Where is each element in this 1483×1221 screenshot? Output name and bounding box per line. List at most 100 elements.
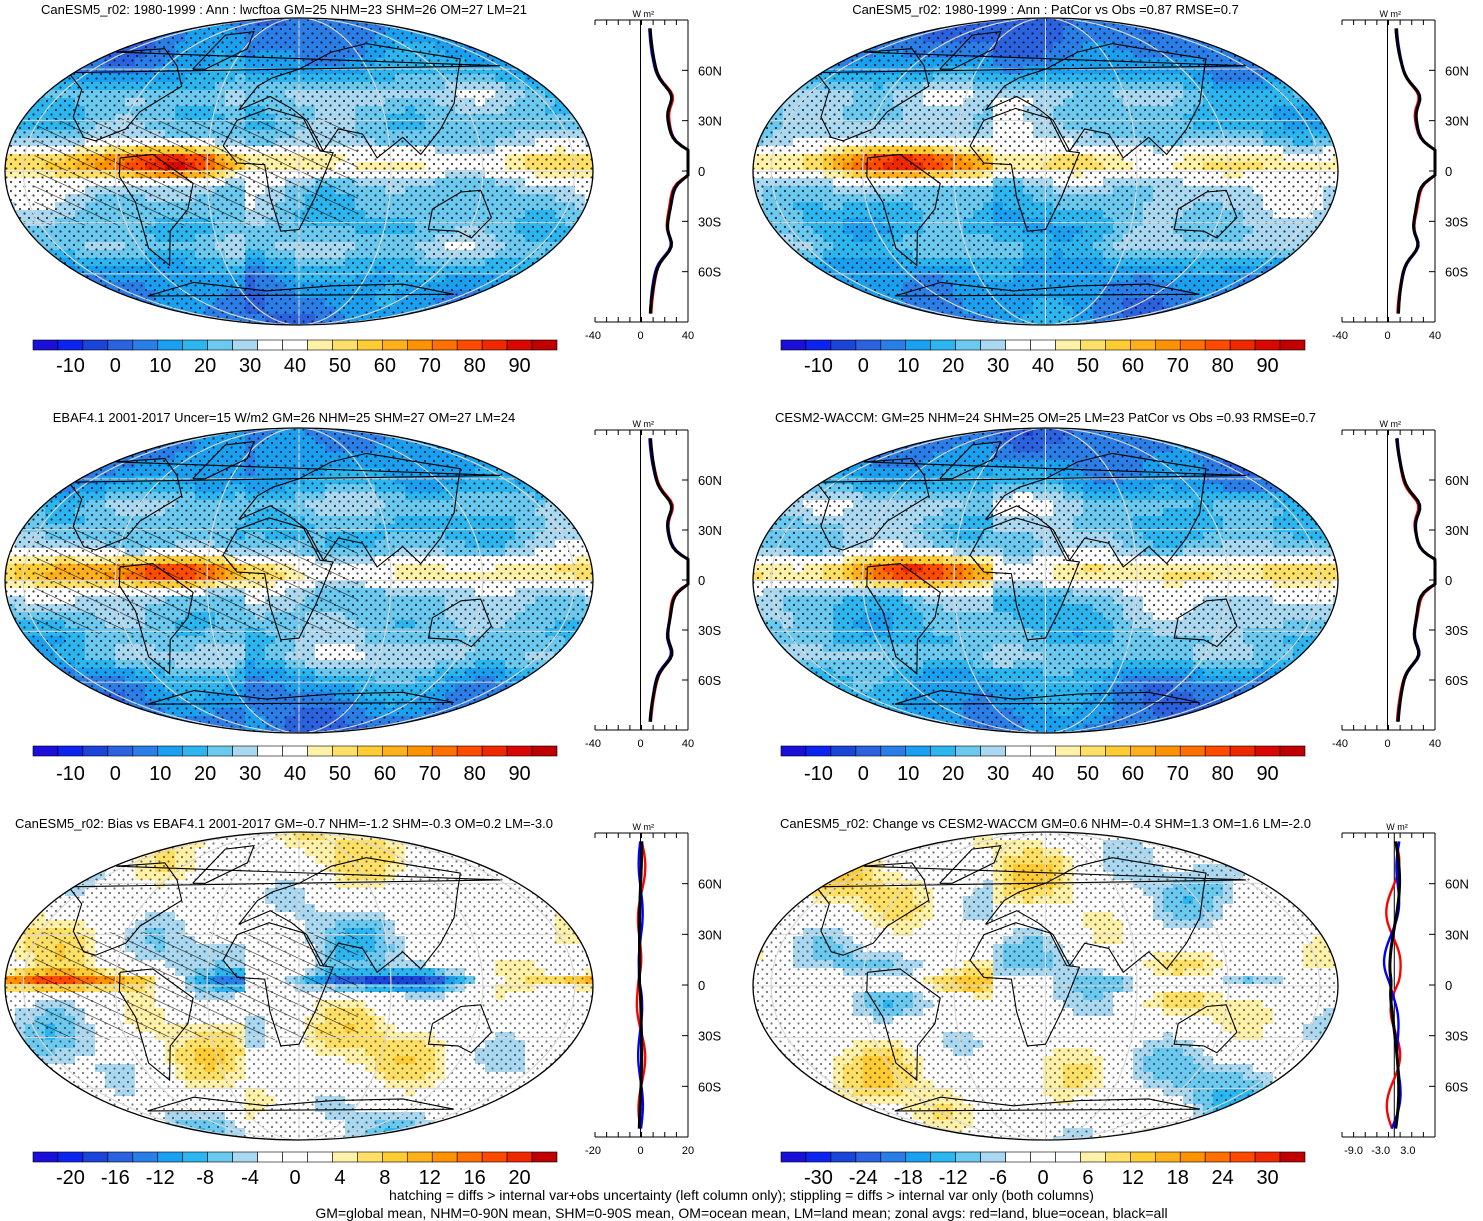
map-cell (55, 306, 66, 315)
map-cell (495, 314, 506, 323)
map-cell (565, 298, 576, 307)
map-cell (1323, 306, 1334, 315)
map-cell (1303, 18, 1314, 27)
map-cell (813, 298, 824, 307)
colorbar-swatch (307, 339, 333, 351)
map-cell (803, 266, 814, 275)
map-cell (753, 298, 764, 307)
map-cell (525, 436, 536, 445)
map-cell (585, 314, 593, 323)
map-cell (505, 314, 516, 323)
map-cell (783, 274, 794, 283)
map-cell (135, 314, 146, 323)
map-cell (565, 306, 576, 315)
map-cell (1293, 66, 1304, 75)
map-cell (1293, 266, 1304, 275)
map-cell (585, 98, 593, 107)
map-cell (823, 18, 834, 27)
map-cell (773, 90, 784, 99)
map-cell (495, 306, 506, 315)
map-cell (25, 428, 36, 437)
map-cell (903, 322, 914, 325)
map-cell (545, 34, 556, 43)
map-cell (1283, 50, 1294, 59)
map-cell (1313, 314, 1324, 323)
map-cell (1213, 34, 1224, 43)
map-border (4, 17, 594, 326)
map-cell (863, 306, 874, 315)
colorbar-label: 90 (508, 355, 530, 377)
map-cell (535, 290, 546, 299)
map-cell (753, 50, 764, 59)
colorbar-label: 60 (1122, 355, 1144, 377)
colorbar-swatch (1005, 339, 1031, 351)
map-cell (823, 306, 834, 315)
map-cell (45, 298, 56, 307)
map-cell (555, 436, 566, 445)
map-cell (783, 266, 794, 275)
colorbar-label: 80 (464, 355, 486, 377)
map-cell (1153, 322, 1164, 325)
map-cell (585, 114, 593, 123)
coastline (238, 43, 461, 159)
map-cell (753, 250, 764, 259)
map-cell (115, 428, 126, 437)
panel-1: CanESM5_r02: 1980-1999 : Ann : lwcftoa G… (4, 2, 722, 377)
map-cell (1323, 250, 1334, 259)
map-cell (803, 34, 814, 43)
colorbar-swatch (207, 339, 233, 351)
map-cell (35, 250, 46, 259)
map-cell (415, 428, 426, 437)
map-cell (565, 266, 576, 275)
map-cell (85, 282, 96, 291)
map-cell (115, 436, 126, 445)
map-cell (803, 58, 814, 67)
map-cell (525, 314, 536, 323)
map-cell (405, 18, 416, 27)
map-cell (575, 66, 586, 75)
map-cell (763, 90, 774, 99)
map-cell (435, 428, 446, 437)
map-cell (555, 266, 566, 275)
map-cell (863, 322, 874, 325)
map-cell (535, 444, 546, 453)
map-cell (515, 428, 526, 437)
map-cell (565, 18, 576, 27)
map-cell (65, 50, 76, 59)
coastline (969, 107, 1081, 232)
map-cell (1293, 50, 1304, 59)
map-cell (75, 444, 86, 453)
map-cell (25, 266, 36, 275)
map-cell (773, 34, 784, 43)
map-cell (1223, 34, 1234, 43)
map-cell (753, 290, 764, 299)
map-cell (5, 58, 16, 67)
map-cell (115, 444, 126, 453)
map-cell (1293, 26, 1304, 35)
map-cell (215, 322, 226, 325)
map-cell (575, 82, 586, 91)
map-cell (35, 274, 46, 283)
map-cell (813, 322, 824, 325)
map-cell (35, 82, 46, 91)
map-cell (943, 322, 954, 325)
map-cell (145, 428, 156, 437)
map-cell (15, 314, 26, 323)
map-cell (555, 428, 566, 437)
profile-xtick-label: 0 (637, 330, 643, 342)
panel-2: CanESM5_r02: 1980-1999 : Ann : PatCor vs… (752, 2, 1469, 377)
map-cell (963, 322, 974, 325)
map-cell (823, 322, 834, 325)
map-cell (783, 250, 794, 259)
map-cell (35, 444, 46, 453)
colorbar-swatch (406, 339, 433, 351)
map-cell (25, 436, 36, 445)
map-cell (75, 452, 86, 461)
map-cell (95, 290, 106, 299)
map-cell (565, 242, 576, 251)
map-cell (45, 266, 56, 275)
map-cell (833, 322, 844, 325)
map-cell (455, 322, 466, 325)
map-cell (913, 18, 924, 27)
map-cell (555, 42, 566, 51)
